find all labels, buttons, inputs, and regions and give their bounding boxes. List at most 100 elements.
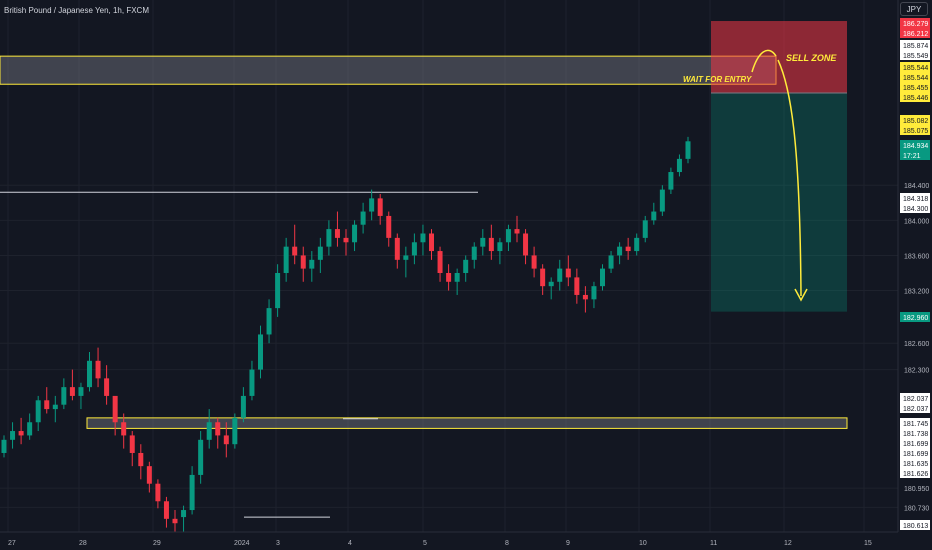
price-tick-label: 180.950 <box>904 486 929 493</box>
candle-body <box>112 395 118 423</box>
candle-body <box>215 422 221 436</box>
price-label-box <box>900 62 930 72</box>
candle-body <box>283 246 289 273</box>
demand-zone-rect[interactable] <box>86 417 848 429</box>
price-label-box <box>900 125 930 135</box>
price-axis[interactable]: 184.400 184.000 183.600 183.200 182.600 182.3… <box>897 0 929 532</box>
price-label-box <box>900 312 930 322</box>
candle-body <box>317 246 323 260</box>
candle-body <box>369 198 375 212</box>
price-label-text: 184.934 <box>903 143 928 150</box>
currency-badge[interactable]: JPY <box>900 2 928 16</box>
candle-body <box>360 211 366 225</box>
candle-body <box>35 400 41 423</box>
candle-body <box>488 237 494 252</box>
short-position-stop-area[interactable] <box>711 21 847 94</box>
price-label-text: 185.455 <box>903 85 928 92</box>
time-tick-label: 27 <box>8 540 16 547</box>
candle-body <box>514 229 520 234</box>
price-label-text: 180.613 <box>903 523 928 530</box>
time-tick-label: 4 <box>348 540 352 547</box>
candle-body <box>121 422 127 436</box>
candle-body <box>129 435 135 453</box>
candle-body <box>138 452 144 467</box>
candle-body <box>300 255 306 269</box>
price-label-text: 181.699 <box>903 441 928 448</box>
candle-body <box>18 431 24 436</box>
price-label-box <box>900 428 930 438</box>
candle-body <box>292 246 298 256</box>
price-label-box <box>900 448 930 458</box>
candle-body <box>198 439 204 475</box>
candle-body <box>181 510 187 518</box>
candle-body <box>446 273 452 282</box>
candle-body <box>69 387 75 396</box>
price-label-box <box>900 72 930 82</box>
price-label-text: 185.874 <box>903 43 928 50</box>
price-label-text: 185.446 <box>903 95 928 102</box>
candle-body <box>642 220 648 238</box>
price-label-box <box>900 18 930 28</box>
candle-body <box>386 215 392 238</box>
price-label-text: 181.699 <box>903 451 928 458</box>
short-position-target-area[interactable] <box>711 93 847 312</box>
price-label-box <box>900 140 930 150</box>
price-label-box <box>900 193 930 203</box>
candles-layer <box>1 136 691 532</box>
candle-body <box>437 251 443 273</box>
supply-zone-rect[interactable] <box>0 55 777 85</box>
candle-body <box>206 422 212 440</box>
candle-body <box>172 518 178 524</box>
candle-body <box>377 198 383 216</box>
candle-body <box>146 466 152 484</box>
zones-layer <box>0 21 848 429</box>
symbol-title[interactable]: British Pound / Japanese Yen, 1h, FXCM <box>4 6 149 15</box>
price-label-box <box>900 468 930 478</box>
price-label-text: 185.549 <box>903 53 928 60</box>
time-tick-label: 28 <box>79 540 87 547</box>
candle-body <box>232 417 238 445</box>
candle-body <box>52 404 58 410</box>
candle-body <box>334 229 340 238</box>
candle-body <box>659 189 665 212</box>
candle-body <box>625 246 631 252</box>
price-label-text: 182.037 <box>903 396 928 403</box>
candle-body <box>44 400 50 410</box>
candle-body <box>480 237 486 247</box>
price-label-box <box>900 438 930 448</box>
candle-body <box>394 237 400 260</box>
price-label-box <box>900 28 930 38</box>
candle-body <box>582 294 588 300</box>
candle-body <box>266 308 272 335</box>
candle-body <box>343 237 349 243</box>
candle-body <box>10 431 16 440</box>
candle-body <box>189 474 195 511</box>
drop-arrow-head <box>794 288 808 302</box>
candle-body <box>685 141 691 159</box>
candle-body <box>505 229 511 243</box>
time-tick-label: 5 <box>423 540 427 547</box>
candle-body <box>163 501 169 519</box>
candle-body <box>617 246 623 256</box>
candle-body <box>531 255 537 269</box>
horizontal-lines-layer <box>0 191 478 518</box>
candle-body <box>548 281 554 287</box>
sell-zone-label: SELL ZONE <box>786 53 837 63</box>
price-label-text: 184.318 <box>903 196 928 203</box>
price-label-text: 185.544 <box>903 75 928 82</box>
price-label-box <box>900 520 930 530</box>
candle-body <box>540 268 546 287</box>
time-tick-label: 15 <box>864 540 872 547</box>
candle-body <box>240 395 246 418</box>
wait-for-entry-label: WAIT FOR ENTRY <box>683 75 752 84</box>
price-label-text: 17:21 <box>903 153 921 160</box>
time-tick-label: 29 <box>153 540 161 547</box>
price-label-text: 181.626 <box>903 471 928 478</box>
price-tick-label: 183.200 <box>904 289 929 296</box>
price-label-stack: 186.279 186.212 185.874 185.549 185.544 185.5… <box>900 18 930 530</box>
time-axis[interactable]: 27 28 29 2024 3 4 5 8 9 10 11 12 15 <box>0 531 898 547</box>
price-label-box <box>900 92 930 102</box>
price-label-text: 185.082 <box>903 118 928 125</box>
candle-body <box>104 378 110 396</box>
